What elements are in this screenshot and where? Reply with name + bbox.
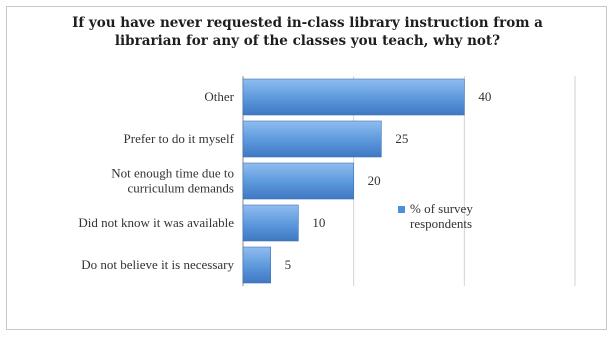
- category-label-line: Not enough time due to: [111, 166, 234, 181]
- category-label-line: curriculum demands: [128, 181, 235, 196]
- bar: [242, 246, 271, 284]
- bar: [242, 78, 465, 116]
- chart-title: If you have never requested in-class lib…: [0, 14, 615, 50]
- category-label-line: Did not know it was available: [78, 215, 234, 230]
- data-label: 10: [312, 215, 325, 230]
- category-label: Not enough time due to curriculum demands: [111, 166, 234, 196]
- category-label-line: Prefer to do it myself: [124, 131, 235, 146]
- category-label: Other: [204, 89, 234, 104]
- data-label: 25: [395, 131, 408, 146]
- category-label: Do not believe it is necessary: [81, 257, 234, 272]
- legend-label-line: respondents: [410, 216, 472, 231]
- bar: [242, 120, 382, 158]
- data-label: 20: [368, 173, 381, 188]
- category-label-line: Do not believe it is necessary: [81, 257, 234, 272]
- data-label: 40: [478, 89, 491, 104]
- data-label: 5: [285, 257, 292, 272]
- legend-swatch: [398, 206, 405, 213]
- bar: [242, 162, 354, 200]
- category-label: Prefer to do it myself: [124, 131, 235, 146]
- category-label-line: Other: [204, 89, 234, 104]
- category-label: Did not know it was available: [78, 215, 234, 230]
- chart-title-line-2: librarian for any of the classes you tea…: [114, 33, 501, 49]
- legend-label-line: % of survey: [410, 201, 473, 216]
- bar: [242, 204, 299, 242]
- chart-title-line-1: If you have never requested in-class lib…: [72, 15, 543, 31]
- legend-label: % of survey respondents: [410, 201, 473, 231]
